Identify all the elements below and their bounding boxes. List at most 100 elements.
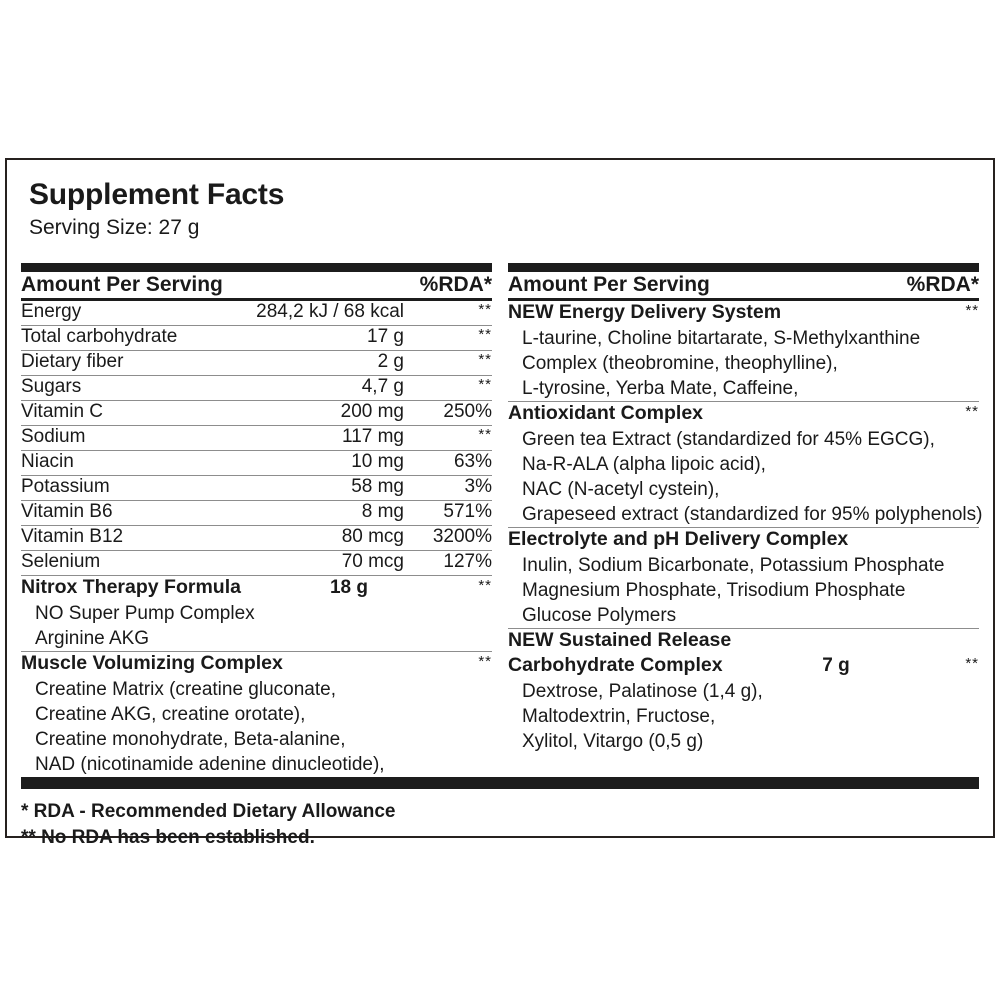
nutrient-rda-value: 571% (443, 501, 492, 523)
nutrient-amount: 58 mg (351, 476, 404, 498)
group-amount: 18 g (329, 577, 369, 599)
ingredient-line: Inulin, Sodium Bicarbonate, Potassium Ph… (522, 555, 945, 577)
table-row: Vitamin B6 8 mg 571% (21, 501, 492, 527)
group-heading-row: Nitrox Therapy Formula 18 g ** (21, 576, 492, 601)
table-row: Sugars 4,7 g ** (21, 376, 492, 402)
nutrition-columns: Amount Per Serving %RDA* Energy 284,2 kJ … (21, 263, 983, 777)
ingredient-line: Xylitol, Vitargo (0,5 g) (522, 731, 704, 753)
nutrient-name: Sugars (21, 376, 82, 398)
right-amount-per-serving-header: Amount Per Serving (508, 273, 710, 297)
nutrient-amount: 80 mcg (341, 526, 404, 548)
group-heading-row: NEW Energy Delivery System ** (508, 301, 979, 326)
ingredient-line: Grapeseed extract (standardized for 95% … (522, 504, 983, 526)
group-heading-row: NEW Sustained Release (508, 628, 979, 654)
footnote-no-rda: ** No RDA has been established. (21, 826, 315, 848)
group-rda-value: ** (958, 529, 1000, 546)
supplement-facts-label: Supplement Facts Serving Size: 27 g Amou… (5, 158, 995, 848)
serving-size-text: Serving Size: 27 g (29, 216, 200, 239)
group-rda-value: ** (478, 577, 492, 595)
group-name: NEW Energy Delivery System (508, 301, 782, 324)
page-title: Supplement Facts (29, 178, 285, 211)
table-row: Selenium 70 mcg 127% (21, 551, 492, 577)
nutrient-name: Energy (21, 301, 82, 323)
nutrient-rda-value: ** (478, 351, 492, 369)
nutrient-rda-value: 3% (464, 476, 492, 498)
right-column: Amount Per Serving %RDA* NEW Energy Deli… (508, 263, 983, 777)
group-name: Nitrox Therapy Formula (21, 576, 241, 599)
table-row: Vitamin C 200 mg 250% (21, 401, 492, 427)
ingredient-line: Na-R-ALA (alpha lipoic acid), (522, 454, 766, 476)
right-column-top-bar (508, 263, 979, 273)
footer-divider-bar (21, 777, 979, 790)
nutrient-name: Vitamin C (21, 401, 104, 423)
nutrient-name: Potassium (21, 476, 110, 498)
nutrient-name: Selenium (21, 551, 101, 573)
table-row: Energy 284,2 kJ / 68 kcal ** (21, 301, 492, 327)
nutrient-rda-value: 127% (443, 551, 492, 573)
ingredient-line: L-tyrosine, Yerba Mate, Caffeine, (522, 378, 799, 400)
group-heading-row: Muscle Volumizing Complex ** (21, 651, 492, 677)
ingredient-line: NAD (nicotinamide adenine dinucleotide), (35, 754, 385, 776)
ingredient-line: L-taurine, Choline bitartarate, S-Methyl… (522, 328, 921, 350)
ingredient-line: Complex (theobromine, theophylline), (522, 353, 838, 375)
nutrient-name: Vitamin B12 (21, 526, 124, 548)
ingredient-line: Creatine monohydrate, Beta-alanine, (35, 729, 346, 751)
table-row: Sodium 117 mg ** (21, 426, 492, 452)
ingredient-line: Glucose Polymers (522, 605, 677, 627)
table-row: Vitamin B12 80 mcg 3200% (21, 526, 492, 552)
nutrient-name: Dietary fiber (21, 351, 124, 373)
left-amount-per-serving-header: Amount Per Serving (21, 273, 223, 297)
table-row: Total carbohydrate 17 g ** (21, 326, 492, 352)
title-block: Supplement Facts Serving Size: 27 g (7, 160, 993, 241)
group-heading-row: Antioxidant Complex ** (508, 401, 979, 427)
left-nutrient-rows: Energy 284,2 kJ / 68 kcal ** Total carbohyd… (21, 301, 492, 577)
nutrient-amount: 17 g (367, 326, 404, 348)
left-column-header-row: Amount Per Serving %RDA* (21, 272, 492, 302)
nutrient-amount: 10 mg (351, 451, 404, 473)
left-column-top-bar (21, 263, 492, 273)
ingredient-line: Magnesium Phosphate, Trisodium Phosphate (522, 580, 906, 602)
ingredient-line: NAC (N-acetyl cystein), (522, 479, 720, 501)
nutrient-name: Vitamin B6 (21, 501, 113, 523)
left-column: Amount Per Serving %RDA* Energy 284,2 kJ … (21, 263, 492, 777)
nutrient-amount: 4,7 g (361, 376, 404, 398)
right-group-sections: NEW Energy Delivery System ** L-taurine, C… (508, 301, 983, 754)
nutrient-name: Sodium (21, 426, 86, 448)
left-rda-header: %RDA* (419, 273, 492, 297)
ingredient-line: Creatine AKG, creatine orotate), (35, 704, 306, 726)
right-rda-header: %RDA* (906, 273, 979, 297)
nutrient-rda-value: 63% (453, 451, 492, 473)
nutrient-name: Total carbohydrate (21, 326, 178, 348)
group-name: NEW Sustained Release (508, 629, 732, 652)
ingredient-line: Maltodextrin, Fructose, (522, 706, 716, 728)
nutrient-rda-value: 3200% (432, 526, 492, 548)
ingredient-line: Arginine AKG (35, 628, 150, 650)
nutrient-rda-value: ** (478, 301, 492, 319)
nutrient-amount: 70 mcg (341, 551, 404, 573)
nutrient-rda-value: ** (478, 376, 492, 394)
ingredient-line: Green tea Extract (standardized for 45% … (522, 429, 935, 451)
nutrient-amount: 200 mg (340, 401, 404, 423)
group-heading-row-continued: Carbohydrate Complex 7 g ** (508, 654, 979, 679)
nutrient-amount: 2 g (377, 351, 404, 373)
ingredient-line: Creatine Matrix (creatine gluconate, (35, 679, 336, 701)
footnote-rda-definition: * RDA - Recommended Dietary Allowance (21, 801, 396, 823)
nutrient-rda-value: ** (478, 326, 492, 344)
nutrient-name: Niacin (21, 451, 74, 473)
ingredient-line: Dextrose, Palatinose (1,4 g), (522, 681, 763, 703)
table-row: Dietary fiber 2 g ** (21, 351, 492, 377)
group-name: Antioxidant Complex (508, 402, 704, 425)
right-column-header-row: Amount Per Serving %RDA* (508, 272, 979, 302)
group-rda-value: ** (965, 655, 979, 673)
table-row: Potassium 58 mg 3% (21, 476, 492, 502)
left-group-sections: Nitrox Therapy Formula 18 g ** NO Super Pum… (21, 576, 492, 777)
group-heading-row: Electrolyte and pH Delivery Complex** (508, 527, 979, 553)
nutrient-rda-value: 250% (443, 401, 492, 423)
nutrient-amount: 8 mg (361, 501, 404, 523)
nutrient-amount: 284,2 kJ / 68 kcal (256, 301, 404, 323)
nutrient-rda-value: ** (478, 426, 492, 444)
table-row: Niacin 10 mg 63% (21, 451, 492, 477)
group-rda-value: ** (965, 302, 980, 320)
group-name-line2: Carbohydrate Complex (508, 654, 723, 677)
nutrient-amount: 117 mg (342, 426, 404, 448)
